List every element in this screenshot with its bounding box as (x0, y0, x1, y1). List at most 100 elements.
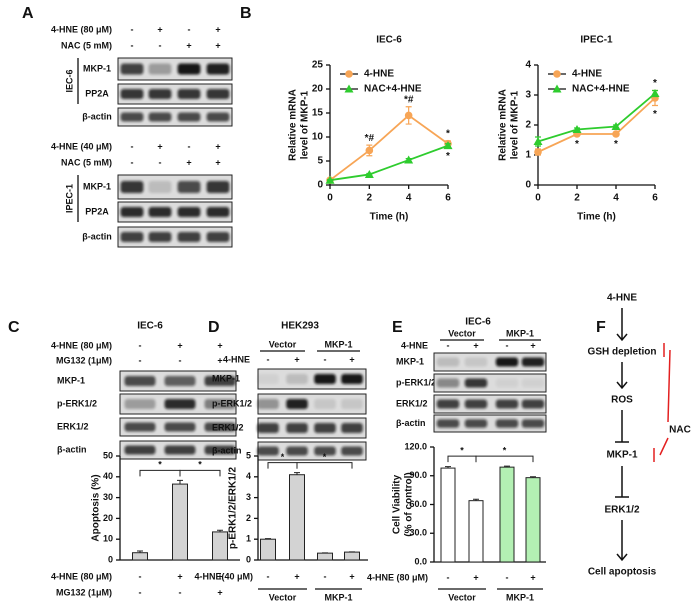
blot-band (164, 376, 196, 386)
x-tick-label: 6 (445, 193, 451, 204)
legend-label: NAC+4-HNE (572, 84, 630, 95)
condition-sign: + (530, 340, 535, 350)
group-label: Vector (269, 592, 297, 602)
condition-sign: - (139, 340, 142, 350)
condition-sign: + (530, 572, 535, 582)
blot-row-label: β-actin (82, 231, 112, 241)
blot-band (286, 423, 308, 433)
condition-label: NAC (5 mM) (61, 40, 112, 50)
condition-label: 4-HNE (80 μM) (367, 572, 428, 582)
y-tick-label: 0 (525, 180, 531, 191)
condition-label: 4-HNE (401, 340, 428, 350)
condition-label: 4-HNE (80 μM) (51, 571, 112, 581)
blot-band (164, 422, 196, 432)
y-tick-label: 1 (246, 534, 251, 544)
blot-band (314, 423, 336, 433)
legend-marker (552, 84, 562, 93)
condition-sign: + (215, 141, 220, 151)
panel-label: B (240, 5, 252, 22)
bar (260, 538, 276, 561)
condition-label: MG132 (1μM) (56, 587, 112, 597)
significance-bracket (179, 469, 221, 477)
x-axis-label: Time (h) (577, 212, 616, 223)
blot-band (148, 112, 172, 122)
significance-mark: * (460, 446, 464, 456)
blot-band (206, 181, 230, 193)
condition-sign: - (139, 355, 142, 365)
bar (289, 474, 305, 561)
group-label: Vector (448, 592, 476, 602)
blot-band (177, 181, 201, 193)
condition-sign: + (294, 354, 299, 364)
blot-row-label: PP2A (85, 206, 109, 216)
chart-title: IEC-6 (376, 35, 402, 46)
condition-sign: - (324, 571, 327, 581)
condition-sign: + (217, 340, 222, 350)
error-bar (137, 550, 143, 553)
blot-band (286, 446, 308, 456)
panel-label: D (208, 319, 220, 336)
cell-line-label: IEC-6 (64, 69, 74, 92)
blot-band (436, 378, 460, 388)
blot-band (314, 374, 336, 384)
blot-band (206, 112, 230, 122)
panel-label: A (22, 5, 34, 22)
blot-band (124, 422, 156, 432)
significance-mark: * (446, 128, 450, 139)
blot-strip (117, 57, 233, 81)
significance-mark: * (653, 109, 657, 120)
blot-band (257, 446, 279, 456)
activation-arrow (616, 362, 628, 390)
significance-mark: * (446, 151, 450, 162)
blot-band (177, 232, 201, 242)
series-line (537, 97, 656, 153)
y-tick-label: 20 (312, 84, 324, 95)
error-bar (265, 538, 271, 540)
y-axis-label: p-ERK1/2/ERK1/2 (228, 466, 239, 549)
marker (404, 155, 414, 164)
blot-band (257, 399, 279, 409)
group-label: MKP-1 (506, 328, 534, 338)
blot-band (257, 374, 279, 384)
blot-band (206, 207, 230, 217)
activation-arrow (616, 308, 628, 342)
y-tick-label: 10 (312, 132, 324, 143)
condition-sign: + (217, 587, 222, 597)
blot-row-label: p-ERK1/2 (396, 377, 436, 387)
pathway-node: MKP-1 (606, 450, 638, 461)
legend-label: NAC+4-HNE (364, 84, 422, 95)
y-tick-label: 20 (103, 513, 113, 523)
condition-sign: + (294, 571, 299, 581)
y-tick-label: 30 (103, 492, 113, 502)
y-tick-label: 0 (108, 554, 113, 564)
x-tick-label: 0 (535, 193, 541, 204)
blot-band (148, 232, 172, 242)
condition-sign: + (186, 157, 191, 167)
condition-sign: - (139, 587, 142, 597)
y-axis-label: level of MKP-1 (510, 90, 521, 159)
blot-band (120, 89, 144, 99)
significance-mark: * (503, 446, 507, 456)
blot-band (521, 419, 545, 428)
y-tick-label: 2 (246, 513, 251, 523)
blot-band (521, 399, 545, 409)
inhibition-arrow (615, 466, 629, 498)
x-axis-label: Time (h) (370, 212, 409, 223)
blot-row-label: MKP-1 (83, 181, 111, 191)
condition-sign: - (188, 141, 191, 151)
condition-sign: + (349, 354, 354, 364)
y-axis-label: Relative mRNA (288, 89, 299, 161)
condition-sign: + (473, 340, 478, 350)
blot-title: IEC-6 (465, 317, 491, 328)
significance-mark: * (281, 452, 285, 462)
significance-mark: *# (365, 133, 375, 144)
blot-band (177, 207, 201, 217)
blot-band (124, 399, 156, 409)
y-tick-label: 10 (103, 534, 113, 544)
legend-marker (553, 70, 561, 78)
y-tick-label: 15 (312, 108, 324, 119)
condition-sign: + (217, 571, 222, 581)
group-label: Vector (448, 328, 476, 338)
condition-sign: - (267, 571, 270, 581)
